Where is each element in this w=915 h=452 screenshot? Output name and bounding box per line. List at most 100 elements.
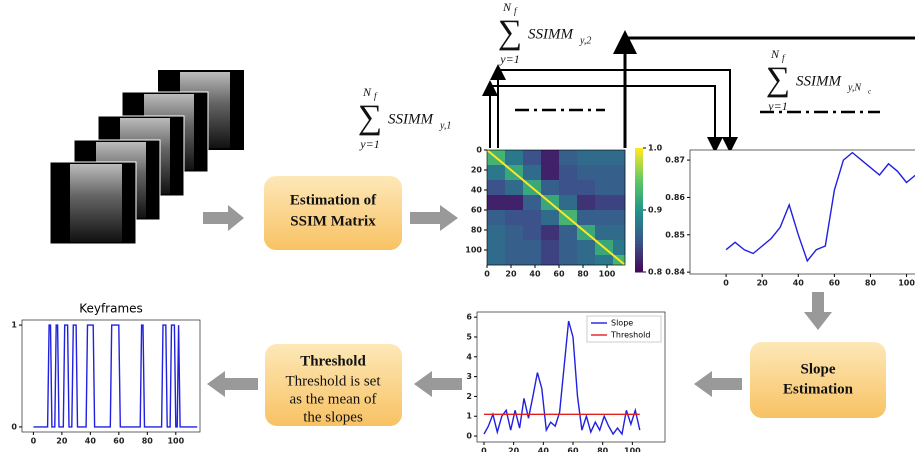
y-tick-label: 0.87 (665, 156, 685, 165)
colorbar-step (635, 250, 643, 254)
colorbar-step (635, 182, 643, 186)
sum-lower: y=1 (499, 52, 519, 66)
box-text: SSIM Matrix (290, 213, 376, 229)
colorbar-step (635, 260, 643, 264)
box-text: Slope (800, 361, 835, 377)
colorbar-step (635, 266, 643, 270)
y-tick-label: 80 (471, 226, 483, 235)
heat-cell (577, 150, 595, 165)
sum-upper: N (502, 0, 512, 14)
heat-cell (559, 180, 577, 195)
x-tick-label: 80 (597, 447, 609, 452)
heat-cell (577, 165, 595, 180)
sum-sub-sub: c (868, 88, 872, 96)
heat-cell (541, 225, 559, 240)
box-text: Threshold is set (286, 373, 382, 389)
heat-cell (559, 165, 577, 180)
x-tick-label: 60 (113, 437, 125, 446)
x-tick-label: 40 (538, 447, 550, 452)
heat-cell (613, 165, 625, 180)
colorbar-step (635, 185, 643, 189)
x-tick-label: 100 (167, 437, 184, 446)
heat-cell (523, 150, 541, 165)
sum-sub: y,N (847, 82, 862, 93)
heat-cell (613, 150, 625, 165)
colorbar-step (635, 154, 643, 158)
y-tick-label: 5 (466, 332, 472, 341)
chart-title: Keyframes (79, 302, 143, 316)
colorbar-step (635, 170, 643, 174)
sum-term: SSIMM (796, 73, 842, 89)
heat-cell (595, 180, 613, 195)
heat-cell (505, 210, 523, 225)
colorbar-step (635, 216, 643, 220)
heat-cell (595, 150, 613, 165)
heat-cell (523, 165, 541, 180)
y-tick-label: 40 (471, 186, 483, 195)
heat-cell (613, 240, 625, 255)
sum-symbol: ∑ (766, 61, 790, 98)
legend-label: Slope (611, 319, 633, 328)
heat-cell (541, 255, 559, 265)
frame (690, 150, 915, 274)
y-tick-label: 1 (466, 412, 472, 421)
heat-cell (523, 255, 541, 265)
x-tick-label: 60 (829, 279, 841, 288)
heat-cell (541, 210, 559, 225)
colorbar-label: 0.8 (648, 268, 663, 277)
colorbar-step (635, 263, 643, 267)
colorbar-step (635, 151, 643, 155)
x-tick-label: 20 (56, 437, 68, 446)
colorbar-step (635, 229, 643, 233)
heat-cell (505, 255, 523, 265)
slope-box (750, 342, 886, 418)
heat-cell (559, 255, 577, 265)
x-tick-label: 40 (529, 270, 541, 279)
heat-cell (595, 210, 613, 225)
colorbar-step (635, 210, 643, 214)
sum-sub: y,2 (579, 35, 591, 46)
colorbar-step (635, 238, 643, 242)
colorbar-step (635, 226, 643, 230)
colorbar-step (635, 207, 643, 211)
heat-cell (523, 210, 541, 225)
sum-lower: y=1 (767, 99, 787, 113)
y-tick-label: 0.85 (665, 230, 685, 239)
y-tick-label: 1 (11, 321, 17, 330)
heat-cell (487, 195, 505, 210)
colorbar-step (635, 176, 643, 180)
heat-cell (559, 150, 577, 165)
colorbar-step (635, 148, 643, 152)
colorbar-step (635, 247, 643, 251)
x-tick-label: 60 (567, 447, 579, 452)
colorbar-step (635, 195, 643, 199)
x-tick-label: 40 (793, 279, 805, 288)
colorbar-step (635, 173, 643, 177)
colorbar-step (635, 235, 643, 239)
heat-cell (613, 195, 625, 210)
heat-cell (613, 210, 625, 225)
heat-cell (523, 195, 541, 210)
heat-cell (559, 195, 577, 210)
x-tick-label: 80 (577, 270, 589, 279)
sum-upper: N (362, 85, 372, 99)
colorbar-label: 0.9 (648, 206, 663, 215)
colorbar-step (635, 167, 643, 171)
heat-cell (505, 195, 523, 210)
colorbar-step (635, 191, 643, 195)
y-tick-label: 3 (466, 372, 472, 381)
sum-term: SSIMM (388, 111, 434, 127)
diagram: Estimation of SSIM Matrix Slope Estimati… (0, 0, 915, 452)
box-text: the slopes (303, 409, 363, 425)
y-tick-label: 0 (466, 432, 472, 441)
colorbar-step (635, 204, 643, 208)
colorbar-step (635, 269, 643, 273)
x-tick-label: 100 (624, 447, 641, 452)
sum-upper: N (770, 47, 780, 61)
x-tick-label: 20 (505, 270, 517, 279)
colorbar-step (635, 244, 643, 248)
y-tick-label: 0 (476, 146, 482, 155)
heat-cell (487, 255, 505, 265)
heat-cell (559, 225, 577, 240)
heat-cell (505, 150, 523, 165)
